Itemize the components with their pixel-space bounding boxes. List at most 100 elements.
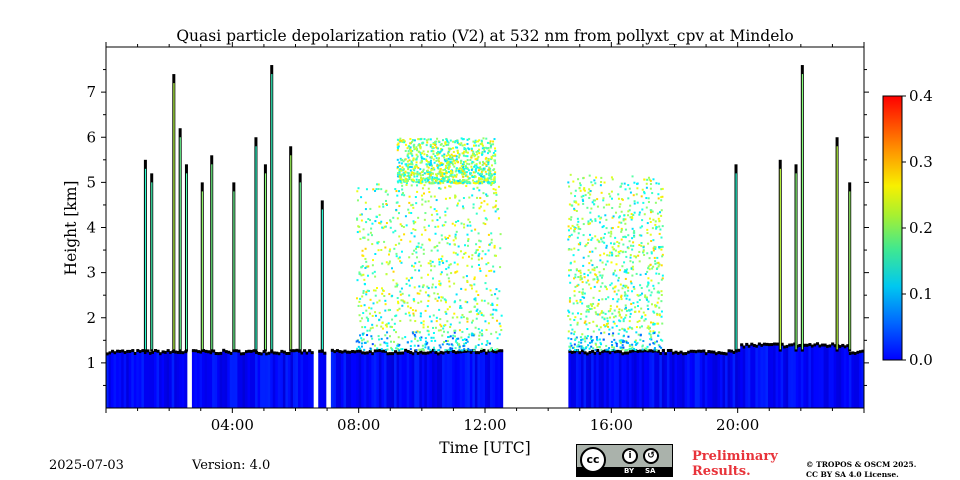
dust-pixel [400, 224, 403, 227]
dust-pixel [582, 256, 585, 259]
dust-pixel [649, 209, 652, 212]
dust-pixel [445, 268, 448, 271]
boundary-layer-cell [421, 352, 425, 408]
dust-pixel [590, 341, 593, 344]
dust-pixel [637, 294, 640, 297]
cloud-top-pixel [623, 351, 627, 355]
dust-pixel [433, 181, 436, 184]
dust-pixel [445, 158, 448, 161]
boundary-layer-cell [222, 349, 226, 408]
dust-pixel [618, 215, 621, 218]
dust-pixel [485, 343, 488, 346]
dust-pixel [449, 139, 452, 142]
dust-pixel [438, 151, 441, 154]
dust-pixel [454, 224, 457, 227]
dust-pixel [365, 290, 368, 293]
dust-pixel [381, 203, 384, 206]
boundary-layer-cell [800, 344, 804, 408]
dust-pixel [399, 157, 402, 160]
dust-pixel [575, 201, 578, 204]
dust-pixel [579, 184, 582, 187]
dust-pixel [588, 250, 591, 253]
boundary-layer-cell [737, 349, 741, 408]
dust-pixel [415, 161, 418, 164]
boundary-layer-cell [244, 351, 248, 408]
dust-pixel [445, 170, 448, 173]
dust-pixel [468, 181, 471, 184]
cloud-top-pixel [419, 350, 423, 354]
dust-pixel [433, 292, 436, 295]
cloud-top-pixel [270, 350, 274, 354]
dust-pixel [394, 243, 397, 246]
dust-pixel [427, 287, 430, 290]
cloud-top-pixel [191, 349, 195, 353]
dust-pixel [568, 348, 571, 351]
dust-pixel [647, 176, 650, 179]
boundary-layer-cell [148, 352, 152, 408]
dust-pixel [486, 340, 489, 343]
dust-pixel [455, 337, 458, 340]
dust-pixel [478, 246, 481, 249]
dust-pixel [400, 162, 403, 165]
dust-pixel [647, 201, 650, 204]
dust-pixel [421, 203, 424, 206]
dust-pixel [494, 254, 497, 257]
dust-pixel [463, 252, 466, 255]
dust-pixel [463, 148, 466, 151]
dust-pixel [463, 143, 466, 146]
dust-pixel [433, 178, 436, 181]
cloud-top-pixel [219, 351, 223, 355]
dust-pixel [627, 335, 630, 338]
dust-pixel [635, 272, 638, 275]
dust-pixel [567, 330, 570, 333]
dust-pixel [474, 297, 477, 300]
dust-pixel [632, 194, 635, 197]
dust-pixel [639, 333, 642, 336]
dust-pixel [399, 319, 402, 322]
cloud-top-pixel [424, 351, 428, 355]
boundary-layer-cell [429, 351, 433, 408]
dust-pixel [652, 310, 655, 313]
cloud-top-pixel [656, 349, 660, 353]
dust-pixel [430, 150, 433, 153]
dust-pixel [459, 180, 462, 183]
dust-pixel [454, 180, 457, 183]
dust-pixel [643, 192, 646, 195]
dust-pixel [438, 157, 441, 160]
dust-pixel [399, 137, 402, 140]
dust-pixel [407, 279, 410, 282]
boundary-layer-cell [654, 350, 658, 408]
dust-pixel [436, 349, 439, 352]
dust-pixel [612, 287, 615, 290]
dust-pixel [439, 173, 442, 176]
cloud-core [255, 146, 257, 350]
dust-pixel [478, 189, 481, 192]
dust-pixel [472, 181, 475, 184]
dust-pixel [583, 321, 586, 324]
dust-pixel [570, 192, 573, 195]
cloud-top-pixel [421, 351, 425, 355]
dust-pixel [585, 281, 588, 284]
dust-pixel [640, 292, 643, 295]
dust-pixel [396, 175, 399, 178]
dust-pixel [660, 315, 663, 318]
dust-pixel [492, 154, 495, 157]
dust-pixel [419, 168, 422, 171]
dust-pixel [363, 304, 366, 307]
dust-pixel [498, 322, 501, 325]
dust-pixel [439, 318, 442, 321]
dust-pixel [568, 300, 571, 303]
dust-pixel [435, 199, 438, 202]
boundary-layer-cell [242, 353, 246, 408]
boundary-layer-cell [702, 350, 706, 408]
boundary-layer-cell [191, 350, 195, 408]
cloud-top-pixel [295, 348, 299, 352]
dust-pixel [416, 155, 419, 158]
cloud-top-pixel [391, 352, 395, 356]
dust-pixel [600, 176, 603, 179]
dust-pixel [427, 161, 430, 164]
boundary-layer-cell [596, 349, 600, 408]
dust-pixel [437, 159, 440, 162]
dust-pixel [648, 217, 651, 220]
dust-pixel [618, 308, 621, 311]
